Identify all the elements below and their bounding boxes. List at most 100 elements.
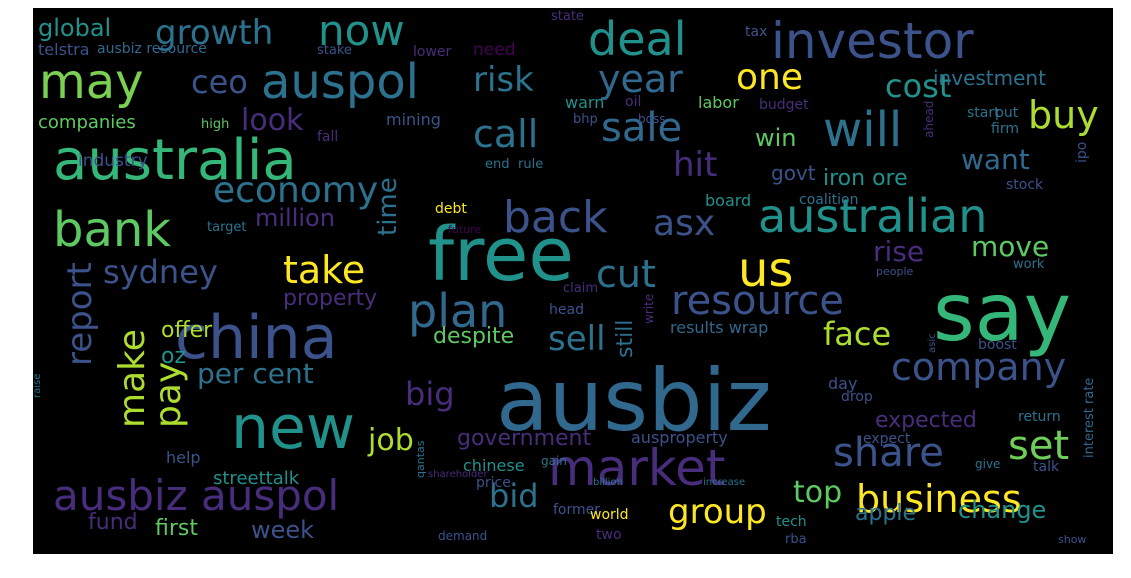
word: interest rate xyxy=(1082,377,1097,458)
word: lower xyxy=(413,44,452,60)
word: fund xyxy=(88,510,138,535)
word: chinese xyxy=(463,456,525,475)
word: help xyxy=(166,448,201,467)
word: economy xyxy=(213,170,379,211)
word: board xyxy=(705,191,752,210)
word: will xyxy=(823,102,903,158)
word: write xyxy=(642,293,656,324)
word: group xyxy=(668,492,767,532)
word: despite xyxy=(433,324,515,349)
word: claim xyxy=(563,281,599,296)
word: ausbiz auspol xyxy=(53,471,340,520)
word: rule xyxy=(518,157,544,172)
word: move xyxy=(971,230,1050,263)
word: week xyxy=(251,516,315,544)
word: rise xyxy=(873,235,925,268)
word: price xyxy=(476,475,511,491)
word: boss xyxy=(638,112,666,126)
word: need xyxy=(473,40,516,60)
word: australian xyxy=(758,189,988,243)
word: sale xyxy=(601,105,683,151)
word: big xyxy=(405,375,455,413)
word: give xyxy=(975,457,1001,471)
word: rba xyxy=(785,532,807,547)
word: start xyxy=(967,105,1000,121)
word: world xyxy=(590,507,629,523)
word: company xyxy=(891,345,1067,389)
word: budget xyxy=(759,97,809,113)
word: mining xyxy=(386,110,441,129)
word: warn xyxy=(565,93,605,112)
word: us xyxy=(738,242,794,298)
word: ceo xyxy=(191,63,248,101)
word: raise xyxy=(33,373,43,398)
word: day xyxy=(828,374,858,393)
word: ahead xyxy=(922,100,936,138)
word: high xyxy=(201,117,230,132)
word: telstra xyxy=(38,40,90,59)
word: hit xyxy=(673,145,718,185)
word: apple xyxy=(855,501,917,526)
word: show xyxy=(1058,533,1087,546)
word: share xyxy=(833,430,944,476)
word: two xyxy=(596,527,622,543)
word: market xyxy=(548,439,726,497)
word: property xyxy=(283,286,378,311)
word: year xyxy=(598,57,683,101)
word: risk xyxy=(473,60,534,100)
word: set xyxy=(1008,423,1070,469)
word: ipo xyxy=(1074,141,1090,163)
word: billion xyxy=(593,477,623,488)
word: shareholder xyxy=(428,469,488,480)
word: growth xyxy=(155,13,274,53)
word: top xyxy=(793,475,843,510)
word: state xyxy=(551,9,584,24)
word: future xyxy=(448,223,482,236)
word: bid xyxy=(489,477,539,515)
word: now xyxy=(318,8,405,55)
word: streettalk xyxy=(213,468,300,489)
word: target xyxy=(207,220,247,235)
word: oil xyxy=(625,94,642,110)
word: ausbiz resource xyxy=(97,41,207,57)
word: deal xyxy=(588,12,687,66)
word-cloud: ausbiz say free china australia new inve… xyxy=(33,8,1113,554)
word: investment xyxy=(933,66,1046,90)
word: say xyxy=(933,266,1072,359)
word: ausbiz xyxy=(496,351,772,451)
word: sydney xyxy=(103,253,218,291)
word: increase xyxy=(703,477,746,488)
word: cost xyxy=(885,67,952,105)
word: people xyxy=(876,265,914,278)
word: back xyxy=(503,192,608,243)
word: cut xyxy=(596,252,656,296)
word: oz xyxy=(161,344,187,369)
word: time xyxy=(373,177,403,236)
word: plan xyxy=(408,284,508,338)
word: gain xyxy=(541,454,567,468)
word: tech xyxy=(776,514,807,530)
word: resource xyxy=(671,278,845,324)
word: labor xyxy=(698,93,739,112)
word: auspol xyxy=(261,54,420,110)
word: work xyxy=(1013,257,1045,272)
word: first xyxy=(155,516,198,541)
word: return xyxy=(1018,409,1061,425)
word: debt xyxy=(435,201,467,217)
word: ausproperty xyxy=(631,428,728,447)
word: may xyxy=(39,54,144,110)
word: offer xyxy=(161,318,213,343)
word: business xyxy=(856,477,1022,521)
word: report xyxy=(60,262,100,366)
word: fall xyxy=(317,129,339,145)
word: stock xyxy=(1006,177,1044,193)
word: make xyxy=(112,329,153,428)
word: talk xyxy=(1033,459,1060,475)
word: sell xyxy=(548,319,606,359)
word: expected xyxy=(875,408,977,433)
word: expect xyxy=(863,431,911,447)
word: per cent xyxy=(197,357,314,390)
word: asx xyxy=(653,203,716,244)
word: bank xyxy=(53,202,172,258)
word: change xyxy=(958,496,1047,524)
